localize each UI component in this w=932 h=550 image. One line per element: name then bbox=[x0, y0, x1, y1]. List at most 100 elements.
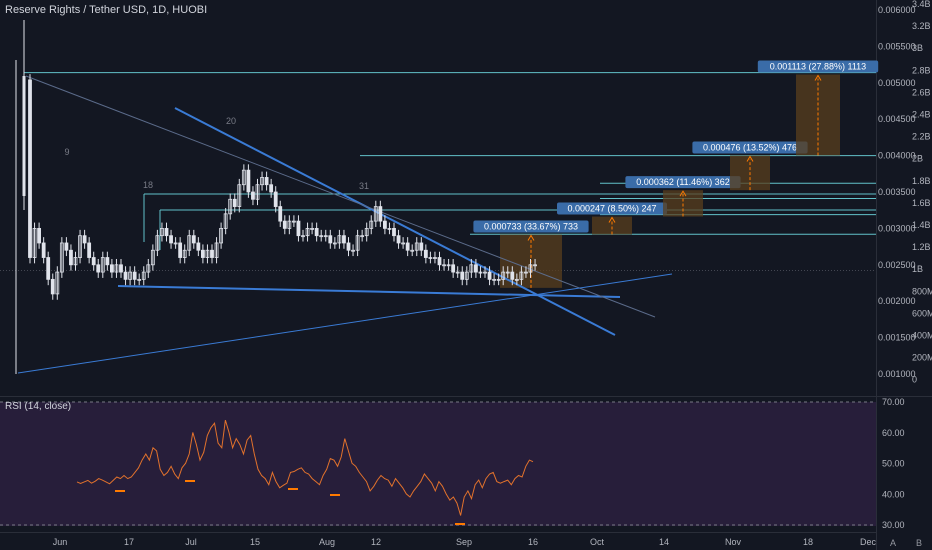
candle-body bbox=[464, 271, 469, 280]
volume-tick-label: 2.2B bbox=[912, 132, 931, 142]
candle-body bbox=[460, 271, 465, 280]
candle-body bbox=[396, 235, 401, 244]
sequence-counter: 31 bbox=[359, 181, 369, 191]
candle-body bbox=[492, 278, 497, 281]
candle-body bbox=[337, 235, 342, 244]
support-trendline bbox=[117, 285, 621, 298]
sequence-counter: 18 bbox=[143, 180, 153, 190]
candle-body bbox=[382, 220, 387, 229]
candle-body bbox=[469, 264, 474, 273]
candle-body bbox=[301, 235, 305, 238]
time-tick-label: Sep bbox=[456, 537, 472, 547]
candle-body bbox=[37, 227, 41, 244]
target-label: 0.000733 (33.67%) 733 bbox=[484, 222, 578, 232]
candle-body bbox=[528, 264, 533, 273]
candle-body bbox=[378, 206, 383, 222]
candle-body bbox=[169, 235, 173, 244]
volume-tick-label: 1.6B bbox=[912, 198, 931, 208]
candle-body bbox=[55, 271, 60, 295]
candle-body bbox=[87, 242, 92, 258]
time-tick-label: 14 bbox=[659, 537, 669, 547]
candle-body bbox=[219, 227, 224, 244]
candle-body bbox=[28, 79, 32, 258]
target-label: 0.000247 (8.50%) 247 bbox=[567, 204, 656, 214]
price-tick-label: 0.003000 bbox=[878, 223, 916, 233]
candle-body bbox=[178, 242, 183, 258]
candle-body bbox=[228, 198, 233, 215]
candle-body bbox=[96, 264, 101, 273]
target-arrow-head bbox=[608, 216, 616, 223]
target-arrow-head bbox=[814, 74, 822, 81]
target-label: 0.001113 (27.88%) 1113 bbox=[770, 62, 866, 72]
candle-body bbox=[510, 271, 515, 280]
rsi-tick-label: 70.00 bbox=[882, 397, 905, 407]
candle-body bbox=[505, 271, 510, 274]
candle-body bbox=[164, 227, 169, 237]
candle-body bbox=[114, 264, 119, 273]
volume-tick-label: 600M bbox=[912, 308, 932, 318]
candle-body bbox=[232, 198, 237, 207]
candle-body bbox=[410, 249, 415, 252]
time-tick-label: 17 bbox=[124, 537, 134, 547]
candle-body bbox=[314, 227, 319, 237]
candle-body bbox=[64, 242, 69, 251]
target-arrow-head bbox=[527, 234, 535, 241]
candle-body bbox=[392, 227, 396, 237]
candle-body bbox=[264, 177, 269, 186]
candle-body bbox=[446, 264, 451, 267]
volume-tick-label: 1.4B bbox=[912, 220, 931, 230]
candle-body bbox=[137, 278, 142, 281]
target-label: 0.000362 (11.46%) 362 bbox=[636, 177, 729, 187]
upper-channel-line bbox=[25, 75, 656, 318]
candle-body bbox=[251, 191, 255, 200]
volume-tick-label: 200M bbox=[912, 353, 932, 363]
candle-body bbox=[287, 220, 292, 229]
candle-body bbox=[269, 184, 274, 193]
candle-body bbox=[82, 235, 87, 244]
candle-body bbox=[237, 184, 242, 207]
candle-body bbox=[223, 213, 228, 229]
candle-body bbox=[46, 257, 51, 280]
candle-body bbox=[200, 249, 205, 258]
candle-body bbox=[128, 271, 133, 280]
candle-body bbox=[364, 227, 369, 237]
candle-body bbox=[210, 249, 214, 258]
candle-body bbox=[182, 249, 187, 258]
candle-body bbox=[160, 227, 164, 237]
candle-body bbox=[319, 235, 324, 238]
candle-body bbox=[105, 257, 110, 266]
target-arrow-head bbox=[679, 190, 687, 197]
price-tick-label: 0.005000 bbox=[878, 78, 916, 88]
target-label-background bbox=[692, 141, 808, 154]
candle-body bbox=[278, 206, 283, 222]
time-tick-label: Aug bbox=[319, 537, 335, 547]
rsi-tick-label: 50.00 bbox=[882, 459, 905, 469]
candle-body bbox=[473, 264, 478, 273]
candle-body bbox=[305, 227, 310, 237]
candle-body bbox=[205, 249, 210, 258]
rsi-indicator-label[interactable]: RSI (14, close) bbox=[5, 401, 72, 412]
time-tick-label: Dec bbox=[860, 537, 877, 547]
time-tick-label: 15 bbox=[250, 537, 260, 547]
candle-body bbox=[110, 264, 114, 273]
candle-body bbox=[50, 278, 55, 295]
candle-body bbox=[342, 235, 346, 244]
volume-tick-label: 1.2B bbox=[912, 242, 931, 252]
candle-body bbox=[123, 271, 128, 280]
candle-body bbox=[328, 235, 333, 244]
price-tick-label: 0.005500 bbox=[878, 41, 916, 51]
auto-scale-button[interactable]: A bbox=[890, 538, 897, 548]
time-tick-label: 12 bbox=[371, 537, 381, 547]
candle-body bbox=[369, 220, 374, 229]
candle-body bbox=[91, 257, 96, 266]
candle-body bbox=[291, 220, 296, 223]
candle-body bbox=[428, 257, 433, 259]
sequence-counter: 9 bbox=[64, 147, 69, 157]
volume-tick-label: 2.8B bbox=[912, 65, 931, 75]
candle-body bbox=[78, 235, 82, 258]
price-tick-label: 0.002000 bbox=[878, 296, 916, 306]
log-scale-button[interactable]: B bbox=[916, 538, 923, 548]
chart-title: Reserve Rights / Tether USD, 1D, HUOBI bbox=[5, 4, 208, 16]
candle-body bbox=[310, 227, 315, 230]
price-tick-label: 0.004000 bbox=[878, 151, 916, 161]
